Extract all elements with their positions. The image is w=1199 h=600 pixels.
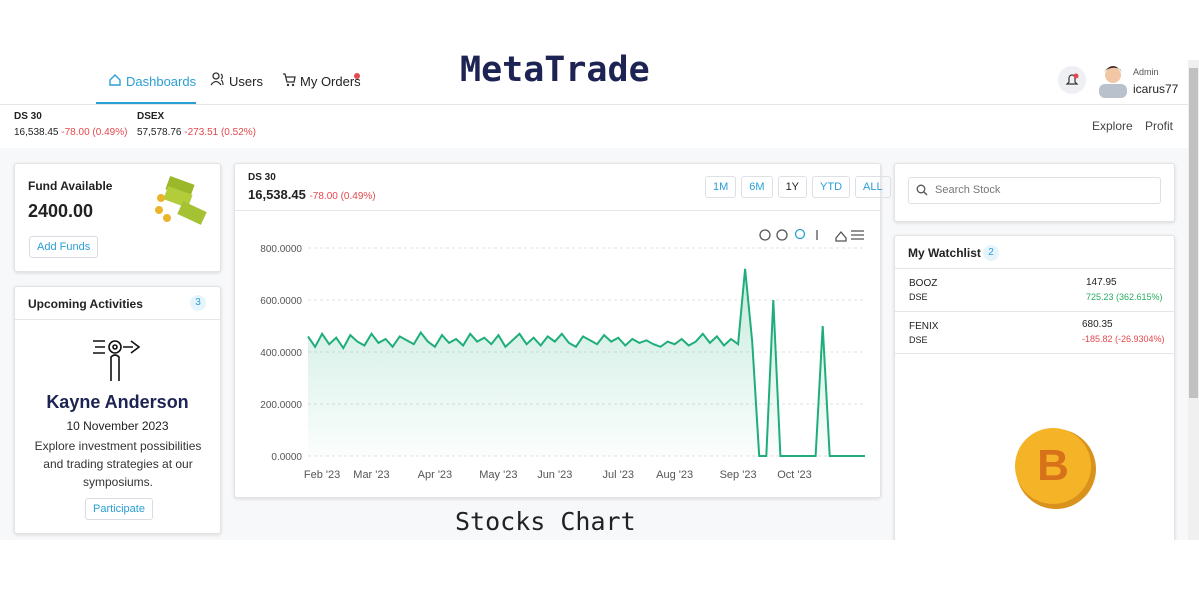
bitcoin-icon: B bbox=[1015, 428, 1096, 509]
exchange: DSE bbox=[909, 292, 928, 302]
symbol[interactable]: FENIX bbox=[909, 321, 939, 332]
range-button[interactable]: 6M bbox=[741, 176, 773, 198]
nav-item[interactable]: Dashboards bbox=[126, 74, 197, 89]
search-input[interactable]: Search Stock bbox=[908, 177, 1161, 204]
x-tick-label: Aug '23 bbox=[656, 469, 693, 481]
svg-text:B: B bbox=[1037, 441, 1069, 490]
fund-card: Fund Available 2400.00 Add Funds bbox=[14, 163, 221, 272]
ticker-value: 57,578.76 bbox=[137, 127, 182, 138]
index-change: -78.00 (0.49%) bbox=[309, 191, 376, 202]
range-buttons: 1M 6M 1Y YTD ALL bbox=[705, 176, 891, 198]
nav-underline bbox=[96, 102, 196, 104]
search-placeholder: Search Stock bbox=[935, 184, 1001, 196]
activities-title: Upcoming Activities bbox=[28, 297, 143, 311]
x-tick-label: Mar '23 bbox=[353, 469, 389, 481]
user-name: icarus77 bbox=[1133, 82, 1179, 96]
money-icon bbox=[155, 176, 207, 225]
price: 147.95 bbox=[1086, 277, 1117, 288]
area bbox=[308, 268, 865, 456]
search-card: Search Stock bbox=[894, 163, 1175, 222]
app-title: MetaTrade bbox=[460, 50, 650, 90]
index-quote: 16,538.45 -78.00 (0.49%) bbox=[248, 187, 376, 202]
x-tick-label: Sep '23 bbox=[720, 469, 757, 481]
price: 680.35 bbox=[1082, 319, 1113, 330]
ticker-name: DSEX bbox=[137, 111, 165, 122]
nav-item[interactable]: Users bbox=[229, 74, 263, 89]
activities-card: Upcoming Activities 3 Kayne Anderson 10 … bbox=[14, 286, 221, 534]
divider bbox=[0, 104, 1188, 105]
ticker: 16,538.45 -78.00 (0.49%) bbox=[14, 127, 127, 138]
count-badge: 3 bbox=[190, 295, 206, 311]
range-button[interactable]: 1Y bbox=[777, 176, 808, 198]
x-tick-label: Jul '23 bbox=[603, 469, 634, 481]
link[interactable]: Profit bbox=[1145, 119, 1174, 133]
ticker: 57,578.76 -273.51 (0.52%) bbox=[137, 127, 256, 138]
index-value: 16,538.45 bbox=[248, 187, 306, 202]
divider bbox=[895, 268, 1174, 269]
x-tick-label: May '23 bbox=[479, 469, 517, 481]
scroll-thumb bbox=[1189, 68, 1198, 398]
avatar bbox=[1099, 66, 1127, 98]
x-tick-label: Apr '23 bbox=[418, 469, 453, 481]
users-icon bbox=[210, 72, 224, 86]
activity-icon bbox=[93, 340, 141, 381]
participate-button[interactable]: Participate bbox=[85, 498, 153, 520]
nav-item[interactable]: My Orders bbox=[300, 74, 361, 89]
y-tick-label: 0.0000 bbox=[271, 452, 302, 463]
search-icon bbox=[916, 184, 928, 196]
change: 725.23 (362.615%) bbox=[1086, 292, 1163, 302]
exchange: DSE bbox=[909, 335, 928, 345]
y-tick-label: 200.0000 bbox=[260, 400, 302, 411]
user-role: Admin bbox=[1133, 67, 1159, 77]
y-tick-label: 600.0000 bbox=[260, 296, 302, 307]
line bbox=[307, 268, 865, 457]
ticker-value: 16,538.45 bbox=[14, 127, 59, 138]
count-badge: 2 bbox=[983, 245, 999, 261]
chart-caption: Stocks Chart bbox=[455, 507, 636, 536]
event-name: Kayne Anderson bbox=[46, 392, 189, 412]
fund-amount: 2400.00 bbox=[28, 201, 94, 221]
event-description: Explore investment possibilities and tra… bbox=[34, 439, 202, 489]
watchlist-title: My Watchlist bbox=[908, 246, 981, 260]
change: -185.82 (-26.9304%) bbox=[1082, 334, 1165, 344]
badge-dot bbox=[354, 73, 360, 79]
x-tick-label: Feb '23 bbox=[304, 469, 340, 481]
symbol[interactable]: BOOZ bbox=[909, 278, 938, 289]
chart-toolbar bbox=[759, 228, 864, 242]
ticker-change: -273.51 (0.52%) bbox=[184, 127, 256, 138]
link[interactable]: Explore bbox=[1092, 119, 1133, 133]
fund-title: Fund Available bbox=[28, 179, 113, 193]
footer-space bbox=[0, 540, 1199, 600]
divider bbox=[235, 210, 880, 211]
range-button[interactable]: 1M bbox=[705, 176, 737, 198]
index-name: DS 30 bbox=[248, 172, 276, 183]
watchlist-card: My Watchlist 2 BOOZ DSE 147.95 725.23 (3… bbox=[894, 235, 1175, 547]
divider bbox=[15, 319, 220, 320]
y-tick-label: 800.0000 bbox=[260, 244, 302, 255]
cart-icon bbox=[283, 73, 296, 87]
home-icon bbox=[109, 74, 121, 86]
y-tick-label: 400.0000 bbox=[260, 348, 302, 359]
add-funds-button[interactable]: Add Funds bbox=[29, 236, 99, 258]
divider bbox=[895, 353, 1174, 354]
chart: 0.0000 200.0000 400.0000 600.0000 800.0000 Fe… bbox=[260, 228, 865, 481]
ticker-name: DS 30 bbox=[14, 111, 42, 122]
scrollbar bbox=[1188, 60, 1199, 540]
x-tick-label: Oct '23 bbox=[777, 469, 812, 481]
range-button[interactable]: ALL bbox=[855, 176, 891, 198]
range-button[interactable]: YTD bbox=[812, 176, 851, 198]
bell-button[interactable] bbox=[1058, 66, 1086, 94]
divider bbox=[895, 311, 1174, 312]
x-tick-label: Jun '23 bbox=[537, 469, 572, 481]
ticker-change: -78.00 (0.49%) bbox=[61, 127, 128, 138]
event-date: 10 November 2023 bbox=[66, 419, 169, 433]
